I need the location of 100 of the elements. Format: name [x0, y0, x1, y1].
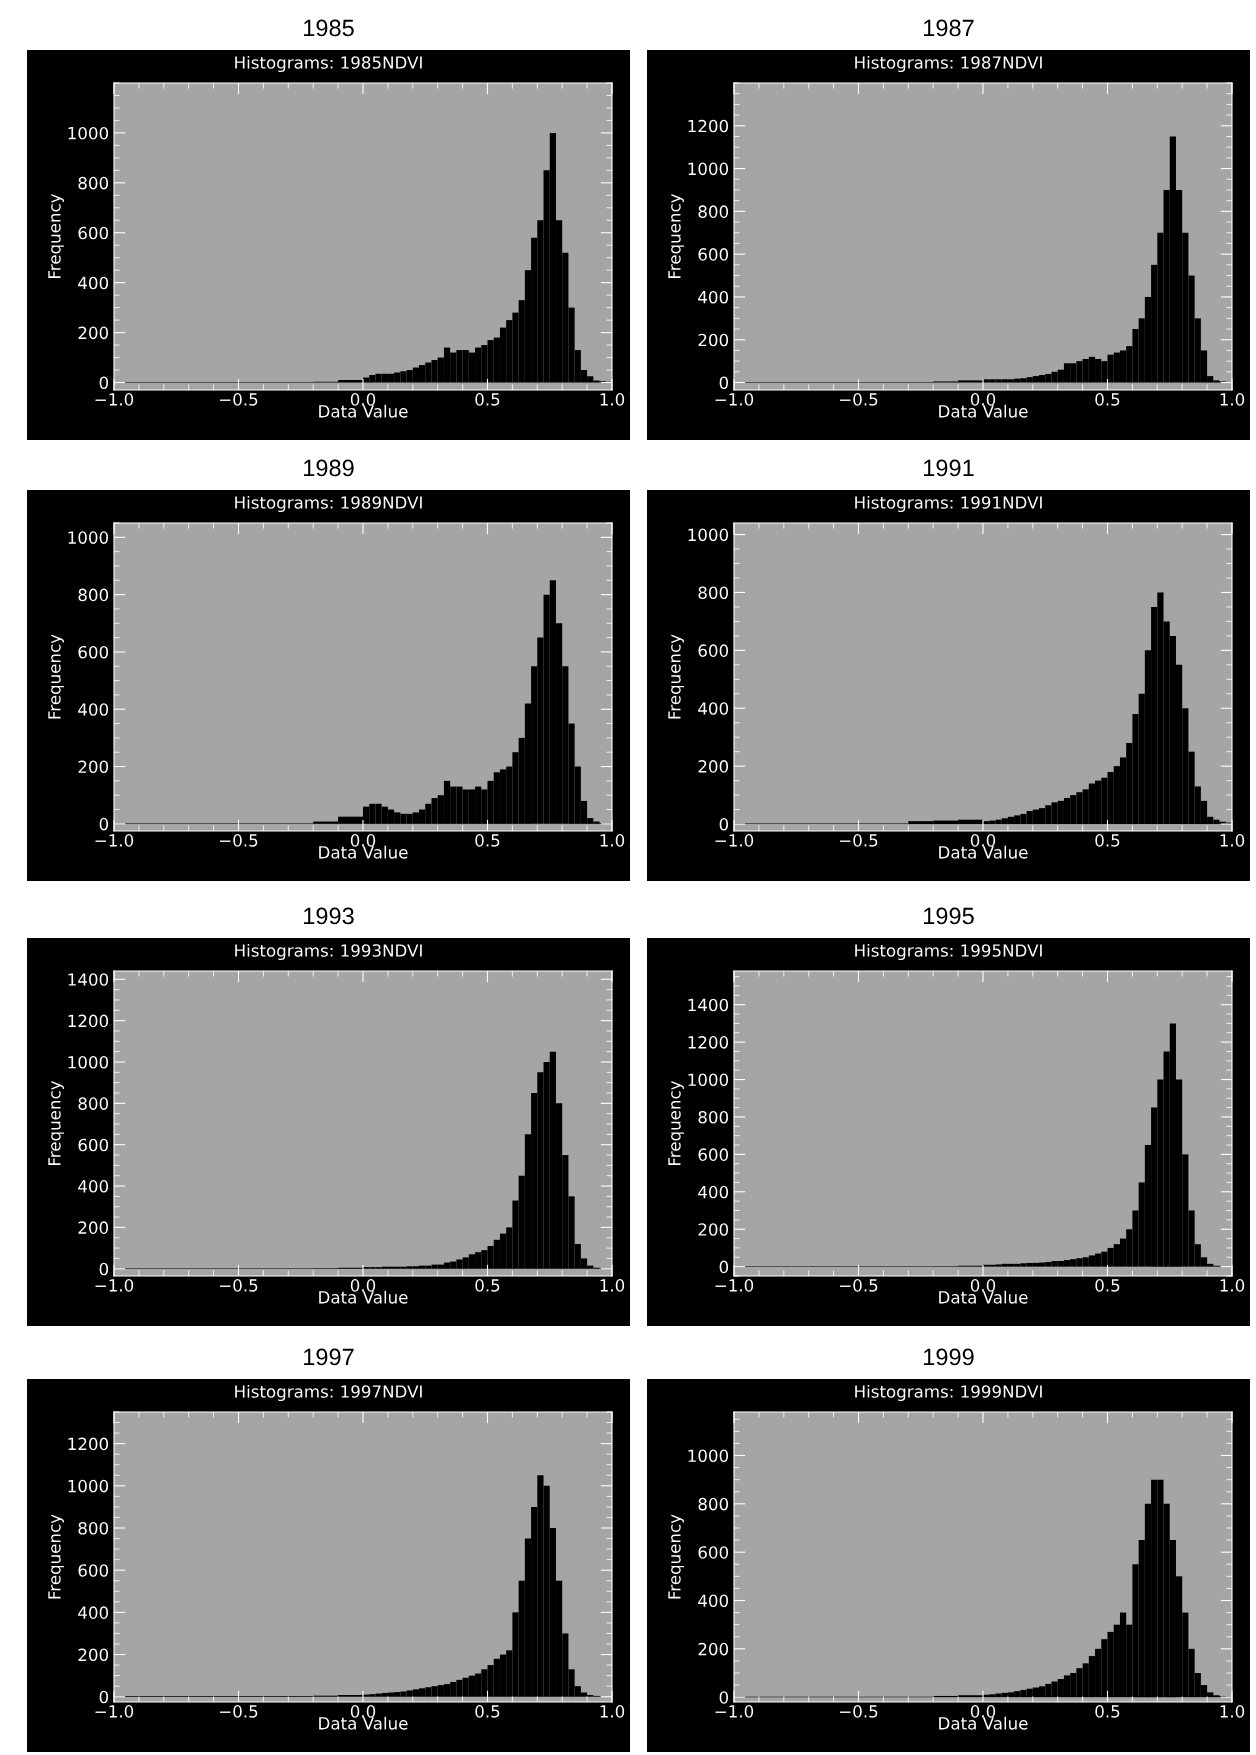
y-tick-label: 200 — [698, 760, 729, 773]
x-tick-label: 0.5 — [1095, 393, 1120, 406]
x-tick-label: 0.5 — [1095, 1279, 1120, 1292]
chart-subtitle: Histograms: 1991NDVI — [855, 495, 1042, 513]
y-tick-label: 200 — [78, 760, 109, 774]
y-tick-label: 1200 — [68, 1437, 109, 1451]
y-tick-label: 800 — [78, 1097, 109, 1110]
y-tick-label: 600 — [698, 248, 729, 261]
y-tick-label: 400 — [78, 276, 109, 290]
y-tick-label: 0 — [99, 817, 109, 831]
y-tick-label: 1200 — [688, 1036, 729, 1049]
x-tick-label: 0.0 — [970, 1279, 996, 1292]
y-tick-label: 400 — [698, 290, 729, 304]
x-tick-label: 1.0 — [1220, 1705, 1245, 1718]
y-tick-label: 0 — [719, 818, 729, 831]
y-tick-label: 400 — [78, 1180, 109, 1193]
y-axis-title: Frequency — [668, 1080, 684, 1165]
chart-title: 1987 — [924, 19, 974, 37]
x-tick-label: −0.5 — [220, 393, 258, 406]
x-tick-label: 0.5 — [475, 834, 500, 847]
y-axis-title: Frequency — [668, 193, 684, 278]
y-tick-label: 200 — [78, 1221, 109, 1234]
y-tick-label: 1000 — [688, 1449, 729, 1463]
x-tick-label: −1.0 — [95, 1705, 134, 1718]
y-tick-label: 600 — [698, 1546, 729, 1559]
x-tick-label: 1.0 — [1220, 393, 1245, 406]
y-tick-label: 1000 — [68, 126, 109, 140]
x-tick-label: 0.0 — [970, 393, 996, 406]
y-tick-label: 600 — [698, 1148, 729, 1161]
y-axis-title: Frequency — [48, 193, 64, 278]
y-tick-label: 600 — [78, 226, 109, 240]
x-tick-label: −1.0 — [715, 834, 754, 847]
y-tick-label: 1400 — [688, 998, 729, 1012]
y-tick-label: 800 — [78, 588, 109, 602]
x-tick-label: 0.5 — [1095, 834, 1120, 847]
y-tick-label: 1000 — [688, 1073, 729, 1087]
y-axis-title: Frequency — [668, 634, 684, 719]
y-axis-title: Frequency — [48, 1080, 64, 1165]
y-tick-label: 0 — [99, 1262, 109, 1276]
y-tick-label: 800 — [698, 1110, 729, 1124]
x-tick-label: 0.0 — [350, 1705, 376, 1718]
y-tick-label: 600 — [78, 1564, 109, 1577]
chart-title: 1995 — [924, 907, 974, 925]
y-tick-label: 1200 — [688, 119, 729, 133]
x-tick-label: −0.5 — [840, 1705, 878, 1718]
chart-title: 1985 — [304, 19, 354, 37]
x-tick-label: 0.0 — [350, 834, 376, 847]
chart-subtitle: Histograms: 1985NDVI — [235, 55, 422, 73]
x-tick-label: 1.0 — [1220, 1279, 1245, 1292]
y-tick-label: 600 — [698, 644, 729, 657]
y-tick-label: 400 — [78, 703, 109, 716]
x-tick-label: 0.5 — [475, 393, 500, 406]
y-tick-label: 800 — [698, 586, 729, 600]
x-tick-label: −0.5 — [840, 1279, 878, 1292]
y-axis-title: Frequency — [48, 634, 64, 719]
y-tick-label: 1200 — [68, 1014, 109, 1028]
y-tick-label: 200 — [78, 326, 109, 340]
x-tick-label: 1.0 — [600, 1279, 625, 1292]
y-tick-label: 800 — [78, 1521, 109, 1535]
x-tick-label: 0.5 — [1095, 1705, 1120, 1718]
y-tick-label: 0 — [719, 1691, 729, 1704]
x-tick-label: 1.0 — [1220, 834, 1245, 847]
x-tick-label: 0.0 — [970, 1705, 996, 1718]
x-tick-label: −0.5 — [220, 1279, 258, 1292]
chart-title: 1989 — [304, 459, 354, 477]
y-tick-label: 800 — [78, 176, 109, 190]
chart-title: 1993 — [304, 907, 354, 925]
y-tick-label: 400 — [698, 1594, 729, 1608]
y-axis-title: Frequency — [668, 1514, 684, 1599]
y-tick-label: 0 — [99, 1690, 109, 1704]
y-tick-label: 1000 — [68, 1055, 109, 1069]
y-tick-label: 400 — [698, 702, 729, 715]
x-tick-label: 0.5 — [475, 1705, 500, 1718]
y-tick-label: 0 — [719, 376, 729, 390]
y-tick-label: 600 — [78, 1138, 109, 1152]
y-tick-label: 1000 — [688, 528, 729, 542]
chart-subtitle: Histograms: 1995NDVI — [855, 943, 1042, 961]
y-tick-label: 400 — [698, 1185, 729, 1199]
chart-subtitle: Histograms: 1999NDVI — [855, 1384, 1042, 1402]
chart-subtitle: Histograms: 1993NDVI — [235, 943, 422, 961]
chart-title: 1991 — [924, 459, 974, 477]
x-tick-label: −0.5 — [220, 834, 258, 847]
y-tick-label: 1000 — [68, 531, 109, 544]
y-tick-label: 1400 — [68, 973, 109, 986]
chart-subtitle: Histograms: 1997NDVI — [235, 1384, 422, 1402]
chart-title: 1997 — [304, 1348, 354, 1366]
y-tick-label: 200 — [698, 333, 729, 347]
x-tick-label: −1.0 — [715, 393, 754, 406]
y-tick-label: 200 — [698, 1642, 729, 1656]
y-tick-label: 0 — [99, 376, 109, 390]
x-tick-label: 0.0 — [350, 1279, 376, 1292]
y-tick-label: 800 — [698, 205, 729, 218]
y-tick-label: 1000 — [68, 1479, 109, 1493]
x-tick-label: −1.0 — [95, 1279, 134, 1292]
y-tick-label: 800 — [698, 1497, 729, 1511]
x-tick-label: 0.5 — [475, 1279, 500, 1292]
x-tick-label: −1.0 — [95, 393, 134, 406]
y-tick-label: 400 — [78, 1606, 109, 1619]
y-tick-label: 200 — [78, 1648, 109, 1662]
x-tick-label: −1.0 — [715, 1279, 754, 1292]
